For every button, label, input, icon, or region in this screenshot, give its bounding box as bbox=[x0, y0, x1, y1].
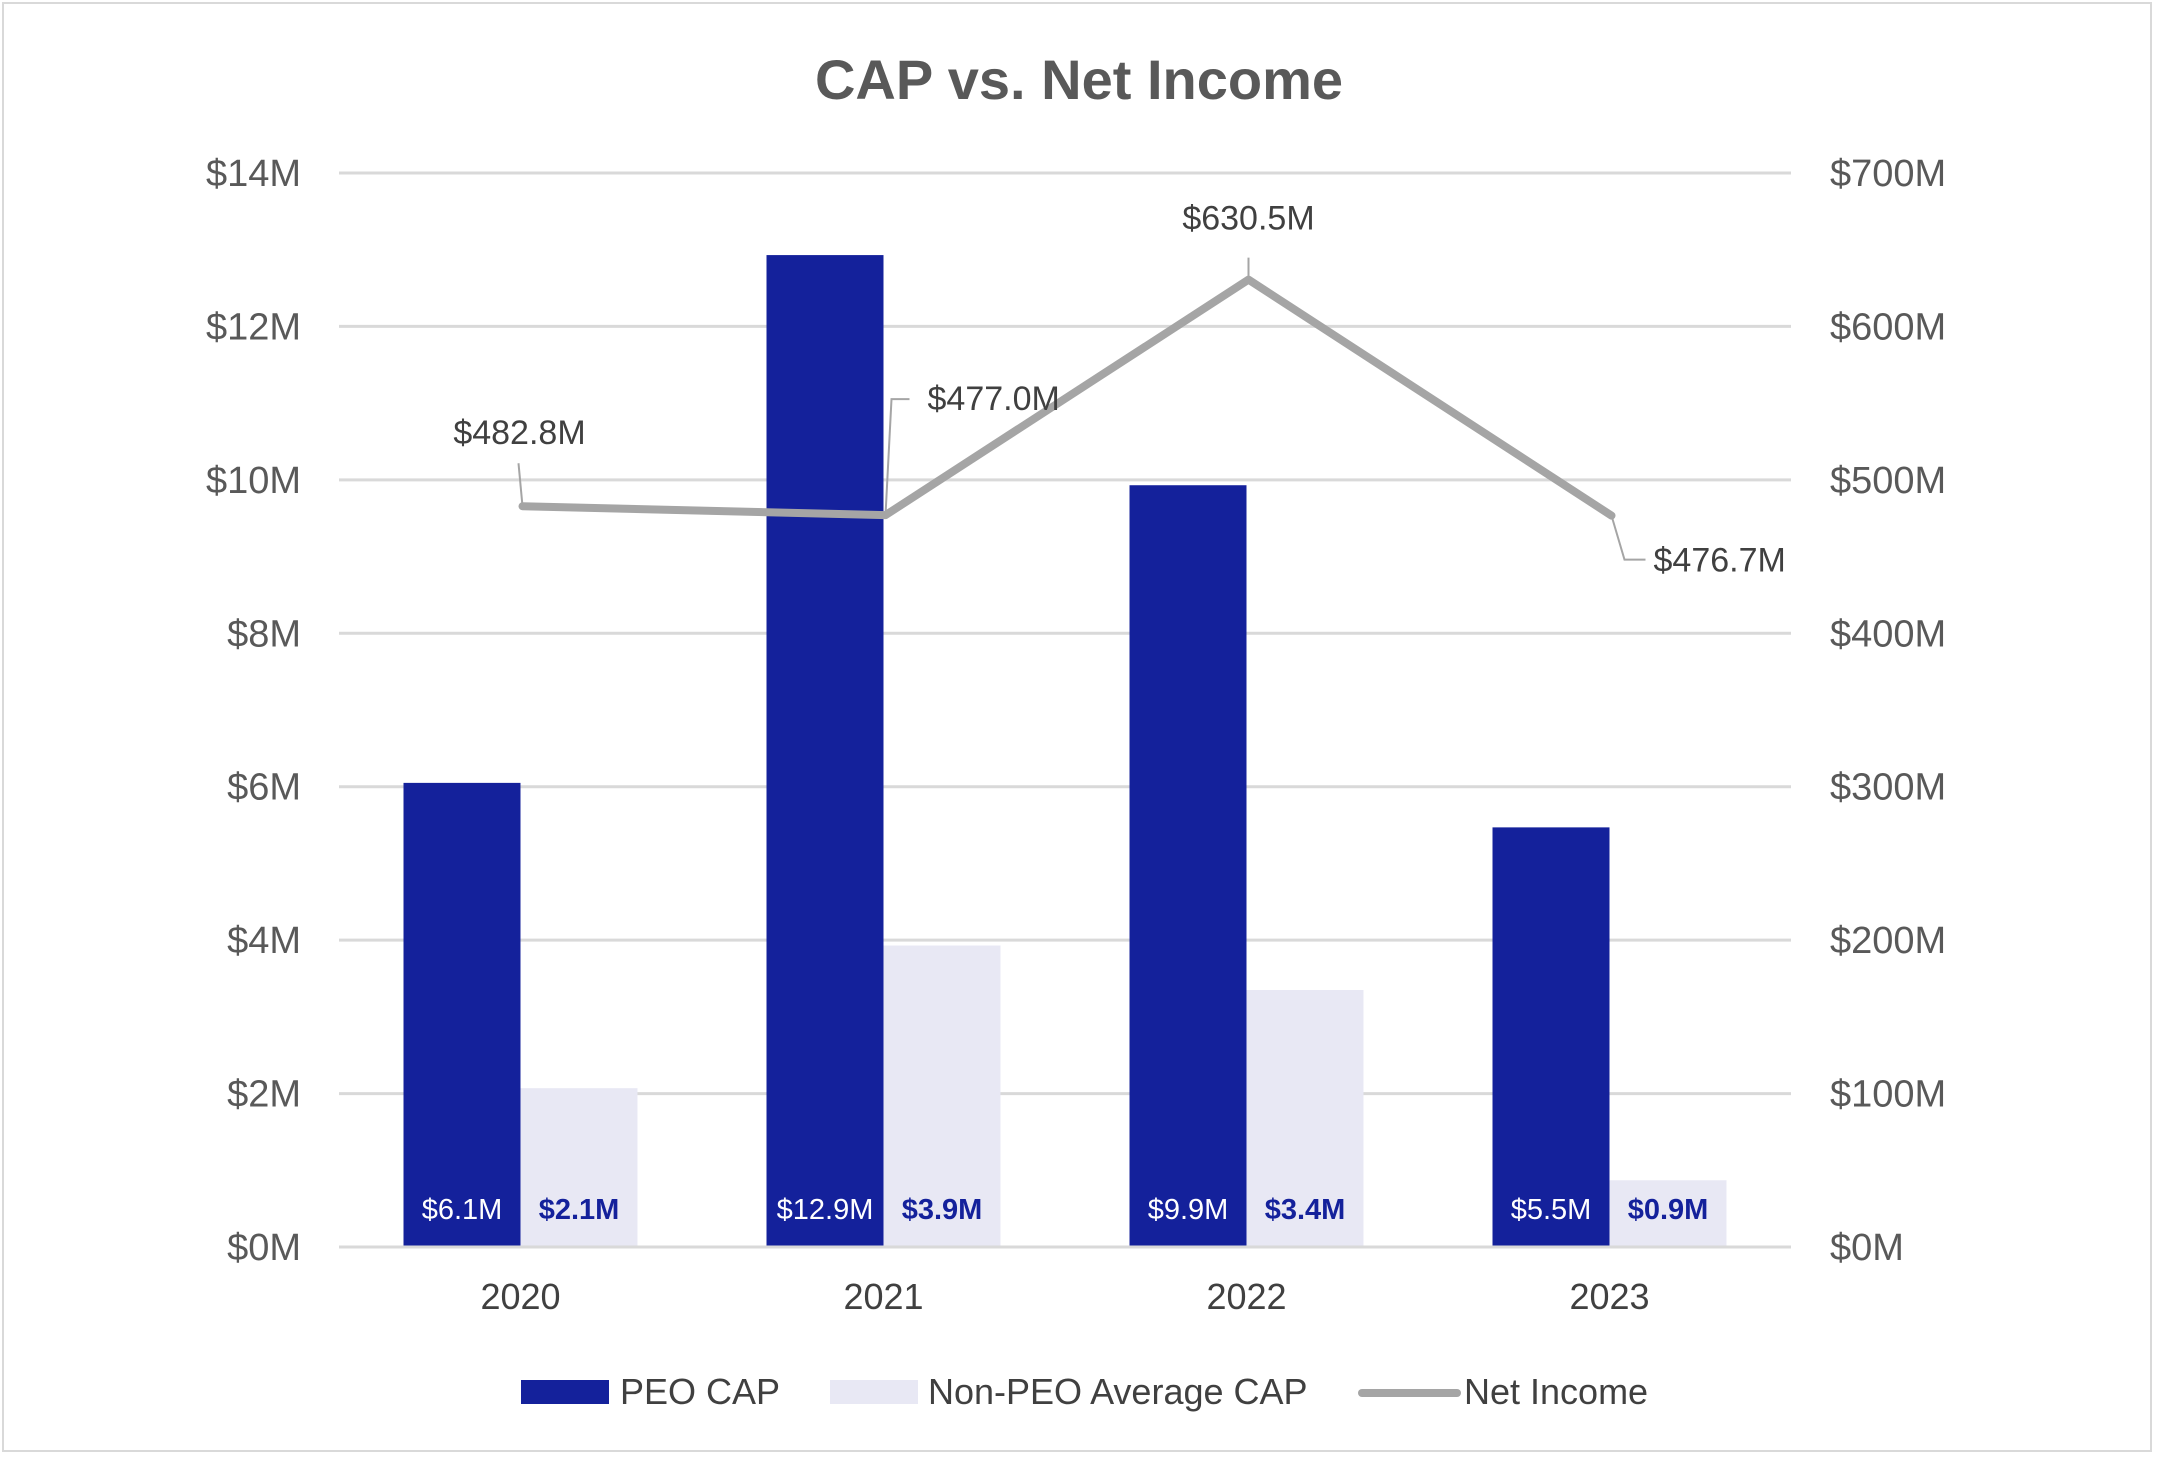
bar-peo-cap-2023 bbox=[1492, 827, 1610, 1247]
category-labels: 2020 2021 2022 2023 bbox=[480, 1276, 1649, 1317]
bar-non-peo-cap-2021 bbox=[883, 945, 1001, 1247]
left-axis-tick-label: $12M bbox=[206, 306, 301, 348]
data-label-non-peo-cap-2022: $3.4M bbox=[1265, 1194, 1346, 1226]
left-axis-tick-label: $0M bbox=[227, 1227, 301, 1269]
data-label-peo-cap-2022: $9.9M bbox=[1148, 1194, 1229, 1226]
chart-title: CAP vs. Net Income bbox=[815, 48, 1343, 111]
data-label-net-income-2023: $476.7M bbox=[1654, 542, 1786, 580]
right-axis-tick-label: $400M bbox=[1830, 613, 1946, 655]
left-axis-tick-label: $14M bbox=[206, 153, 301, 195]
data-label-net-income-2021: $477.0M bbox=[928, 380, 1060, 418]
right-axis-tick-label: $100M bbox=[1830, 1074, 1946, 1116]
left-axis-tick-label: $6M bbox=[227, 767, 301, 809]
left-axis-ticks: $0M $2M $4M $6M $8M $10M $12M $14M bbox=[206, 153, 301, 1269]
right-axis-tick-label: $500M bbox=[1830, 460, 1946, 502]
bar-non-peo-cap-2022 bbox=[1246, 990, 1364, 1247]
right-axis-tick-label: $600M bbox=[1830, 306, 1946, 348]
right-axis-tick-label: $200M bbox=[1830, 920, 1946, 962]
legend: PEO CAP Non-PEO Average CAP Net Income bbox=[521, 1371, 1648, 1412]
data-label-non-peo-cap-2023: $0.9M bbox=[1628, 1194, 1709, 1226]
left-axis-tick-label: $2M bbox=[227, 1074, 301, 1116]
net-income-leader-line bbox=[884, 398, 910, 516]
bar-peo-cap-2020 bbox=[403, 782, 521, 1247]
net-income-labels: $482.8M $477.0M $630.5M $476.7M bbox=[453, 200, 1785, 580]
net-income-leader-line bbox=[1610, 515, 1646, 561]
legend-label-net-income: Net Income bbox=[1464, 1371, 1648, 1412]
bar-peo-cap-2021 bbox=[766, 255, 884, 1247]
category-label-2023: 2023 bbox=[1569, 1276, 1649, 1317]
legend-label-non-peo-cap: Non-PEO Average CAP bbox=[928, 1371, 1308, 1412]
right-axis-tick-label: $0M bbox=[1830, 1227, 1904, 1269]
data-label-non-peo-cap-2020: $2.1M bbox=[539, 1194, 620, 1226]
left-axis-tick-label: $4M bbox=[227, 920, 301, 962]
data-label-peo-cap-2020: $6.1M bbox=[422, 1194, 503, 1226]
bar-peo-cap-2022 bbox=[1129, 485, 1247, 1247]
data-label-non-peo-cap-2021: $3.9M bbox=[902, 1194, 983, 1226]
legend-label-peo-cap: PEO CAP bbox=[620, 1371, 780, 1412]
bar-data-labels: $6.1M $2.1M $12.9M $3.9M $9.9M $3.4M $5.5M $0.9… bbox=[422, 1194, 1709, 1226]
net-income-leader-line bbox=[517, 463, 524, 507]
category-label-2020: 2020 bbox=[480, 1276, 560, 1317]
net-income-polyline bbox=[518, 275, 1616, 520]
left-axis-tick-label: $8M bbox=[227, 613, 301, 655]
chart: CAP vs. Net Income $0M $2M $4M $6M $8M $10M $1… bbox=[206, 48, 1946, 1412]
category-label-2021: 2021 bbox=[843, 1276, 923, 1317]
data-label-net-income-2020: $482.8M bbox=[453, 414, 585, 452]
bar-non-peo-cap-2023 bbox=[1609, 1180, 1727, 1247]
legend-swatch-peo-cap bbox=[521, 1380, 609, 1404]
category-label-2022: 2022 bbox=[1206, 1276, 1286, 1317]
bar-non-peo-cap-2020 bbox=[520, 1088, 638, 1247]
right-axis-ticks: $0M $100M $200M $300M $400M $500M $600M $700M bbox=[1830, 153, 1946, 1269]
bars bbox=[403, 255, 1727, 1247]
right-axis-tick-label: $300M bbox=[1830, 767, 1946, 809]
left-axis-tick-label: $10M bbox=[206, 460, 301, 502]
data-label-peo-cap-2021: $12.9M bbox=[777, 1194, 874, 1226]
data-label-net-income-2022: $630.5M bbox=[1182, 200, 1314, 238]
data-label-peo-cap-2023: $5.5M bbox=[1511, 1194, 1592, 1226]
right-axis-tick-label: $700M bbox=[1830, 153, 1946, 195]
legend-swatch-non-peo-cap bbox=[830, 1380, 918, 1404]
net-income-line bbox=[518, 275, 1616, 520]
gridlines bbox=[339, 171, 1791, 1096]
